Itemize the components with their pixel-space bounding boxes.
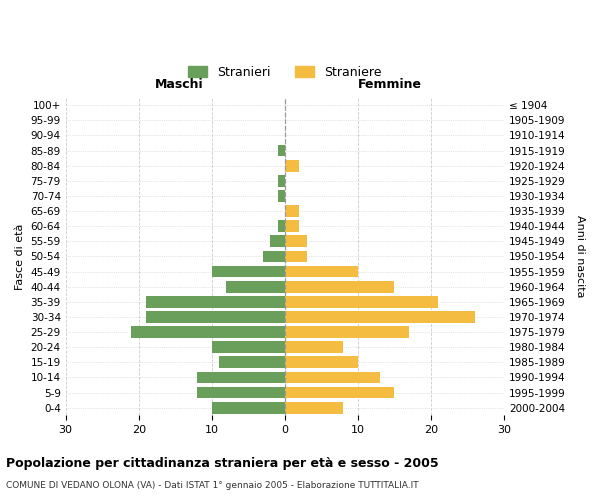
Bar [285, 326, 409, 338]
Text: Femmine: Femmine [358, 78, 422, 92]
Bar [278, 220, 285, 232]
Bar [285, 160, 299, 172]
Bar [285, 356, 358, 368]
Bar [212, 402, 285, 413]
Text: Maschi: Maschi [155, 78, 204, 92]
Bar [197, 372, 285, 384]
Bar [197, 386, 285, 398]
Y-axis label: Anni di nascita: Anni di nascita [575, 215, 585, 298]
Bar [278, 175, 285, 186]
Bar [146, 296, 285, 308]
Bar [285, 220, 299, 232]
Text: Popolazione per cittadinanza straniera per età e sesso - 2005: Popolazione per cittadinanza straniera p… [6, 458, 439, 470]
Bar [285, 372, 380, 384]
Bar [285, 266, 358, 278]
Bar [278, 144, 285, 156]
Legend: Stranieri, Straniere: Stranieri, Straniere [182, 60, 388, 85]
Bar [285, 250, 307, 262]
Bar [285, 205, 299, 217]
Bar [285, 236, 307, 247]
Bar [278, 190, 285, 202]
Bar [146, 311, 285, 323]
Bar [212, 266, 285, 278]
Text: COMUNE DI VEDANO OLONA (VA) - Dati ISTAT 1° gennaio 2005 - Elaborazione TUTTITAL: COMUNE DI VEDANO OLONA (VA) - Dati ISTAT… [6, 481, 419, 490]
Bar [285, 402, 343, 413]
Bar [285, 386, 394, 398]
Bar [212, 342, 285, 353]
Y-axis label: Fasce di età: Fasce di età [15, 224, 25, 290]
Bar [131, 326, 285, 338]
Bar [285, 342, 343, 353]
Bar [263, 250, 285, 262]
Bar [285, 311, 475, 323]
Bar [285, 296, 438, 308]
Bar [285, 281, 394, 292]
Bar [270, 236, 285, 247]
Bar [226, 281, 285, 292]
Bar [219, 356, 285, 368]
